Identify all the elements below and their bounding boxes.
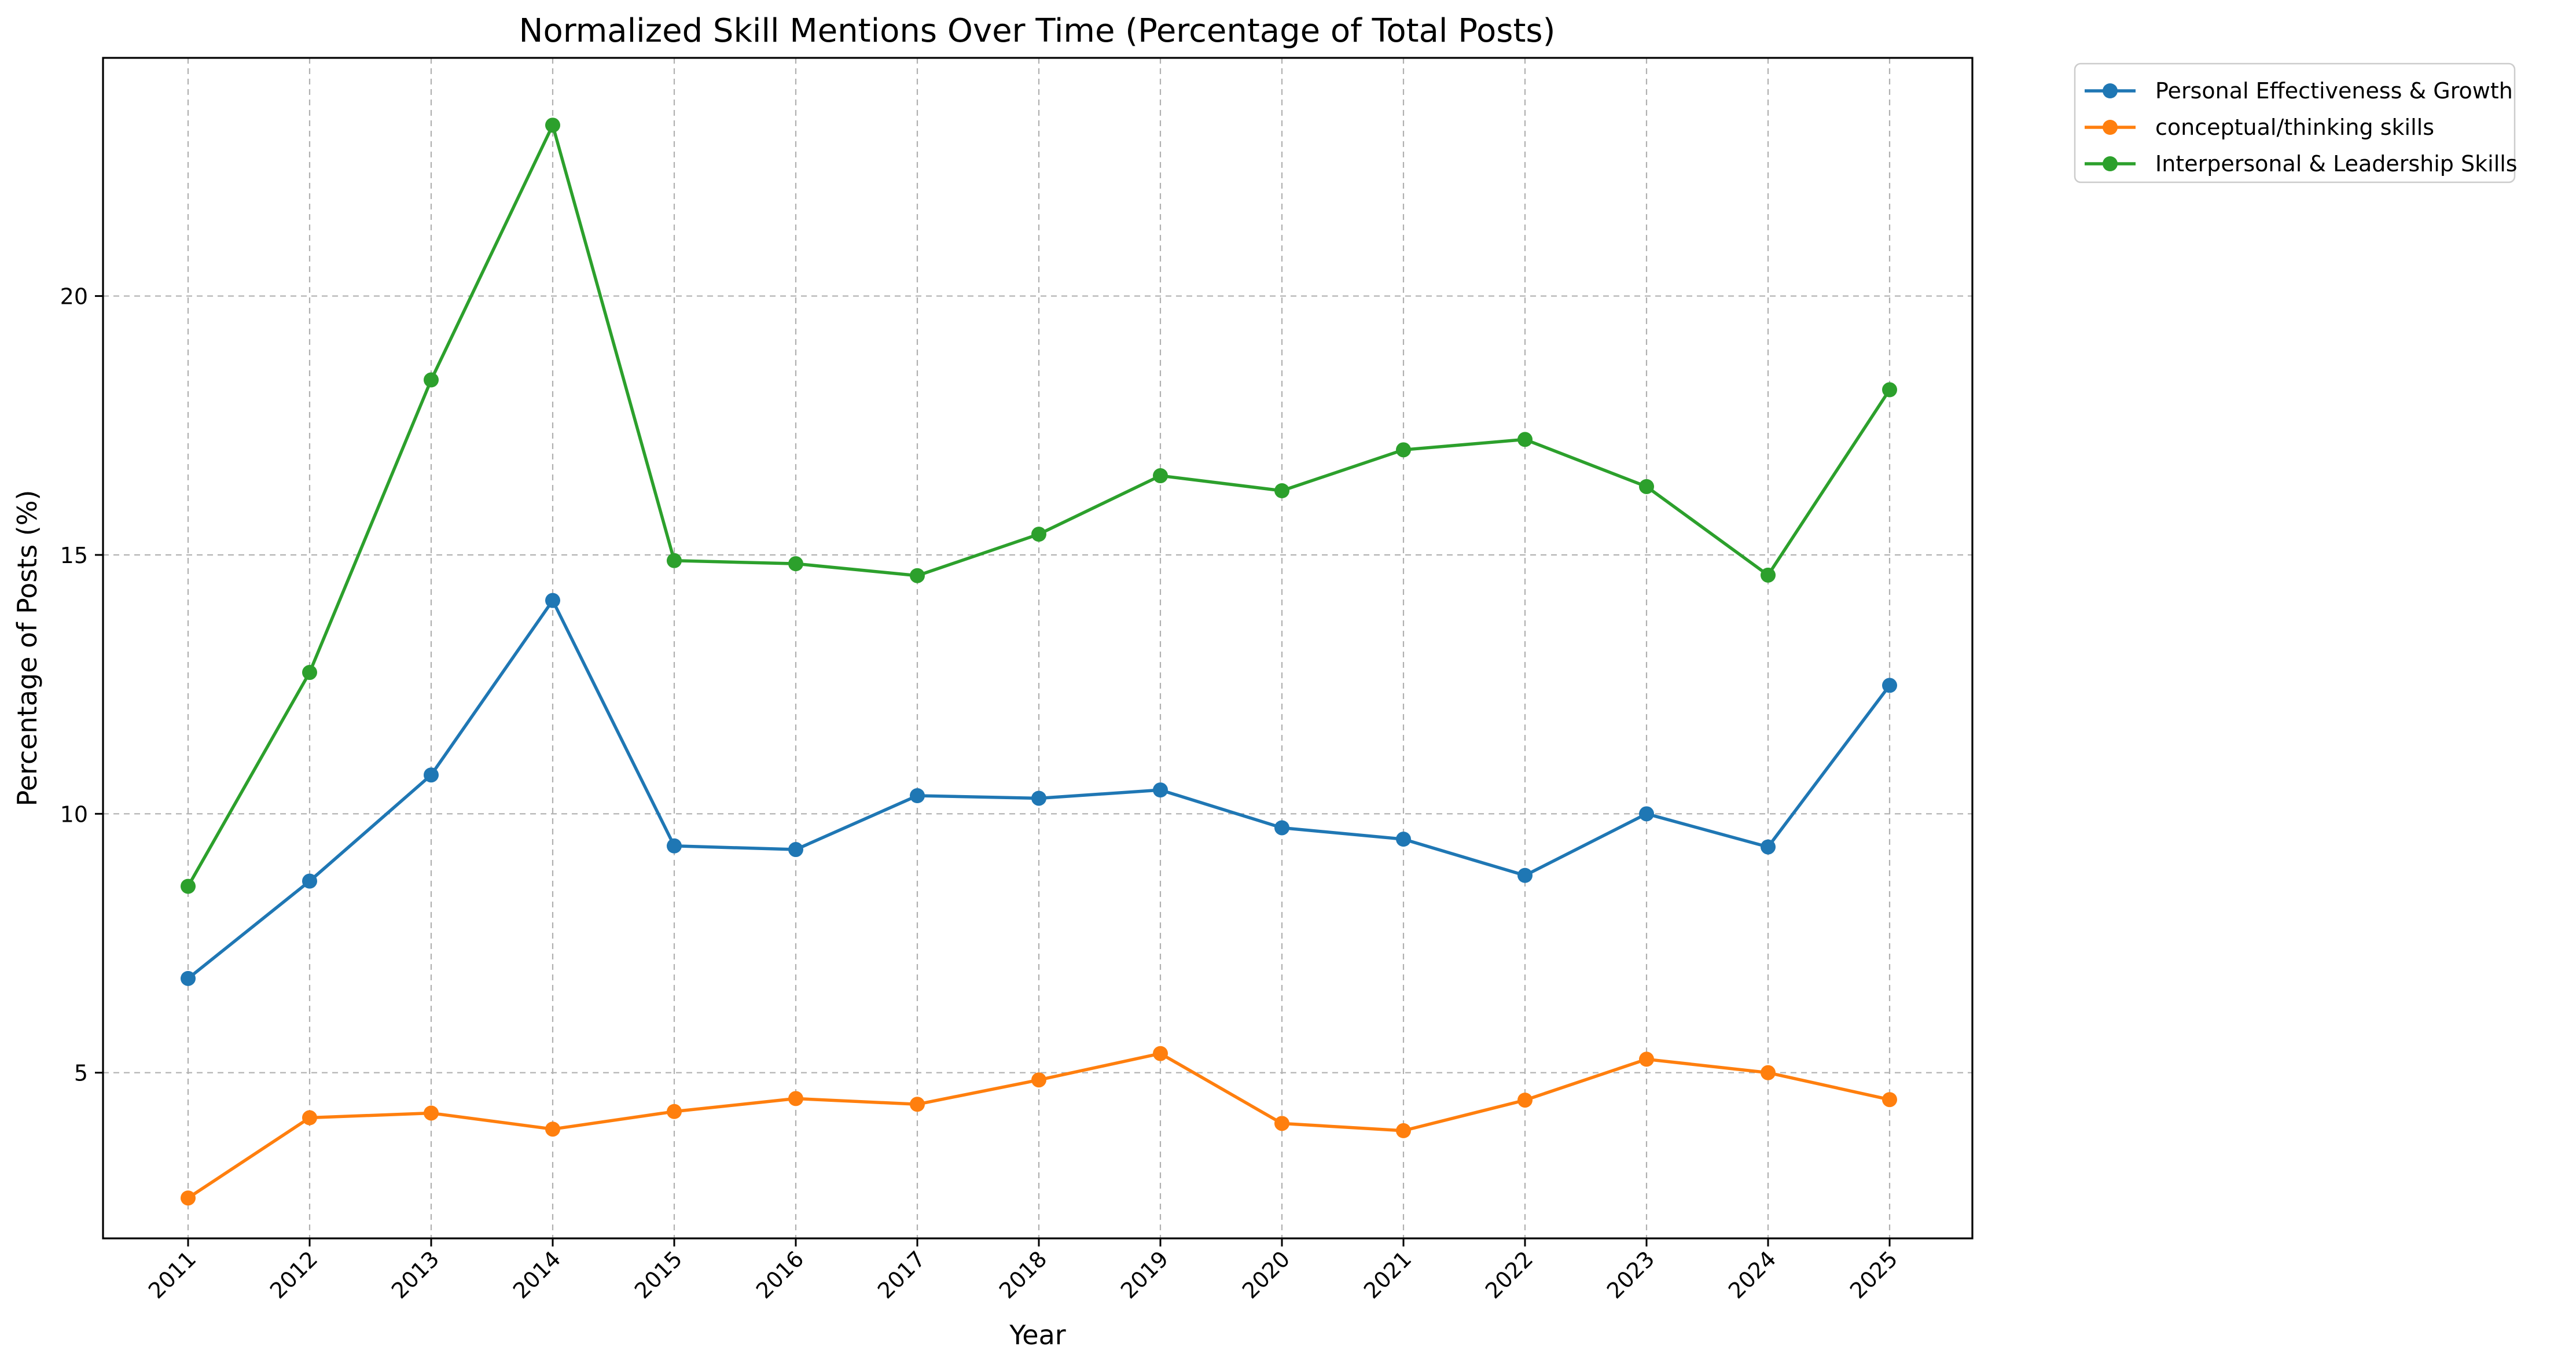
data-point xyxy=(1153,782,1168,798)
data-point xyxy=(1882,382,1897,398)
legend: Personal Effectiveness & Growth conceptua… xyxy=(2074,62,2518,183)
data-point xyxy=(1396,442,1411,458)
data-point xyxy=(545,117,560,133)
data-point xyxy=(1639,1051,1654,1067)
data-point xyxy=(667,838,682,854)
legend-marker xyxy=(2103,156,2118,171)
legend-frame xyxy=(2074,62,2516,183)
data-point xyxy=(667,1104,682,1119)
data-point xyxy=(1761,839,1776,855)
y-tick-label: 5 xyxy=(74,1061,88,1086)
series-2 xyxy=(181,1046,1897,1206)
y-tick-label: 10 xyxy=(60,801,88,827)
data-point xyxy=(1639,806,1654,822)
data-point xyxy=(302,1110,317,1126)
data-point xyxy=(1761,1065,1776,1080)
data-point xyxy=(545,1121,560,1137)
data-point xyxy=(1517,1093,1533,1108)
data-point xyxy=(1882,1092,1897,1108)
grid-layer xyxy=(103,58,1972,1238)
data-point xyxy=(1274,1116,1289,1131)
legend-marker xyxy=(2103,83,2118,98)
x-axis-label: Year xyxy=(1009,1319,1065,1351)
legend-label: Interpersonal & Leadership Skills xyxy=(2155,151,2518,176)
data-point xyxy=(1396,1123,1411,1138)
y-axis-label: Percentage of Posts (%) xyxy=(12,490,43,807)
data-point xyxy=(1153,1046,1168,1061)
legend-entries: Personal Effectiveness & Growth conceptua… xyxy=(2085,78,2518,176)
data-point xyxy=(181,1190,196,1206)
data-point xyxy=(181,878,196,894)
data-point xyxy=(1396,832,1411,847)
legend-label: conceptual/thinking skills xyxy=(2155,115,2434,140)
legend-marker xyxy=(2103,120,2118,135)
plot-area-frame xyxy=(102,57,1974,1240)
y-tick-label: 15 xyxy=(60,543,88,568)
data-point xyxy=(424,767,439,783)
data-point xyxy=(1274,820,1289,836)
data-point xyxy=(1153,468,1168,484)
data-point xyxy=(181,970,196,986)
series-layer xyxy=(181,117,1897,1206)
data-point xyxy=(910,788,925,803)
data-point xyxy=(788,556,803,572)
data-point xyxy=(788,842,803,858)
data-point xyxy=(302,873,317,889)
y-tick-label: 20 xyxy=(60,284,88,310)
data-point xyxy=(545,593,560,608)
data-point xyxy=(1031,527,1046,542)
data-point xyxy=(910,568,925,583)
data-point xyxy=(424,1105,439,1121)
data-point xyxy=(910,1097,925,1112)
legend-entry-3: Interpersonal & Leadership Skills xyxy=(2085,151,2518,176)
data-point xyxy=(1274,483,1289,498)
series-3 xyxy=(181,117,1897,894)
data-point xyxy=(1882,678,1897,693)
data-point xyxy=(1639,479,1654,494)
series-1 xyxy=(181,593,1897,986)
data-point xyxy=(1031,1072,1046,1088)
data-point xyxy=(1517,432,1533,447)
chart-title: Normalized Skill Mentions Over Time (Per… xyxy=(519,12,1556,50)
data-point xyxy=(1517,867,1533,883)
data-point xyxy=(424,372,439,388)
legend-entry-2: conceptual/thinking skills xyxy=(2085,115,2434,140)
data-point xyxy=(1031,790,1046,806)
data-point xyxy=(788,1091,803,1106)
data-point xyxy=(667,553,682,568)
data-point xyxy=(302,665,317,681)
legend-label: Personal Effectiveness & Growth xyxy=(2155,78,2513,104)
legend-entry-1: Personal Effectiveness & Growth xyxy=(2085,78,2513,104)
data-point xyxy=(1761,567,1776,583)
